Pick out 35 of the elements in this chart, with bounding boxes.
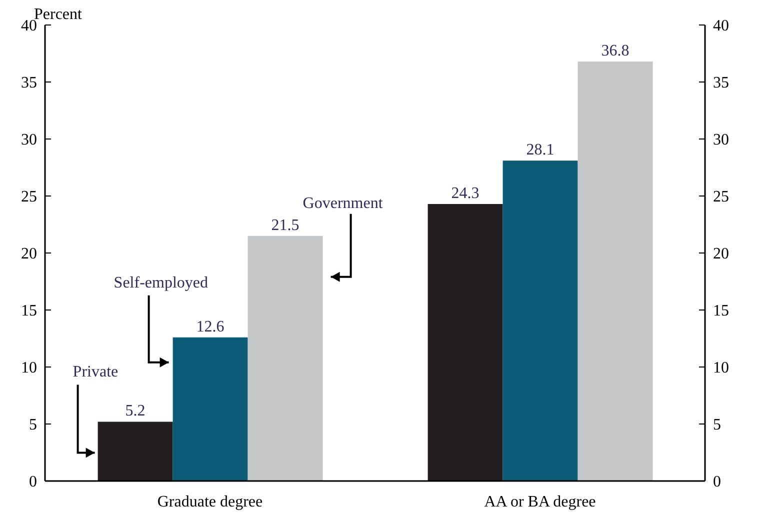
bar: [248, 236, 323, 481]
y-tick-label: 30: [21, 132, 37, 149]
bar: [172, 337, 248, 481]
y-tick-label: 40: [21, 18, 37, 35]
y2-tick-label: 10: [713, 360, 729, 377]
x-tick-label: AA or BA degree: [484, 493, 596, 510]
y-tick-label: 10: [21, 360, 37, 377]
y-tick-label: 5: [29, 416, 37, 434]
y2-tick-label: 30: [713, 132, 729, 149]
y-tick-label: 25: [21, 188, 37, 206]
data-label: 12.6: [196, 318, 224, 336]
y-tick-label: 20: [21, 246, 37, 263]
data-label: 36.8: [601, 42, 630, 60]
text: Private: [72, 364, 118, 381]
data-label: 5.2: [125, 402, 146, 420]
y2-tick-label: 15: [713, 302, 729, 320]
series-label: Government: [302, 194, 384, 212]
bar: [428, 204, 503, 481]
y2-tick-label: 0: [713, 474, 721, 491]
data-label: 28.1: [526, 142, 554, 159]
y2-tick-label: 5: [713, 416, 721, 434]
y-tick-label: 0: [29, 474, 37, 491]
bar: [98, 422, 173, 481]
y2-tick-label: 35: [713, 74, 729, 92]
y2-tick-label: 20: [713, 246, 729, 263]
x-tick-label: Graduate degree: [157, 493, 263, 510]
bar: [502, 160, 578, 481]
y2-tick-label: 40: [713, 18, 729, 35]
data-label: 24.3: [451, 184, 480, 202]
bar: [578, 61, 653, 481]
text: Self-employed: [114, 274, 208, 292]
y-tick-label: 35: [21, 74, 37, 92]
data-label: 21.5: [271, 216, 300, 234]
y2-tick-label: 25: [713, 188, 729, 206]
y-tick-label: 15: [21, 302, 37, 320]
